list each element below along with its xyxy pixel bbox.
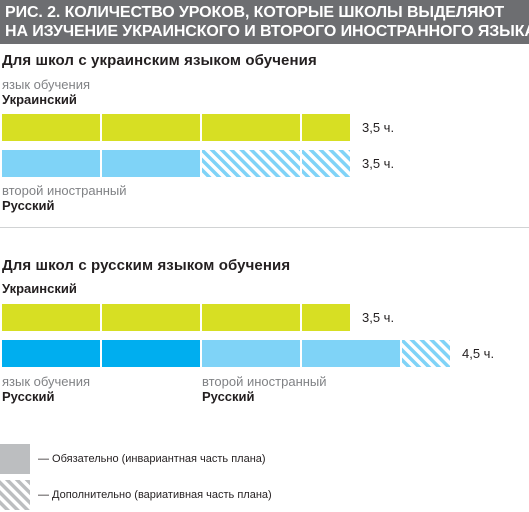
figure-title-line-1: РИС. 2. КОЛИЧЕСТВО УРОКОВ, КОТОРЫЕ ШКОЛЫ… [5,4,505,21]
panel-1-title: Для школ с украинским языком обучения [2,52,317,69]
bar-segment-p1-r1-s2 [102,114,200,141]
bar-segment-p1-r2-s4 [302,150,350,177]
panel-1-row-1-label: Украинский [2,92,77,107]
bar-segment-p2-r1-s1 [2,304,100,331]
panel-1-row-1-value-label: 3,5 ч. [362,120,395,135]
panel-divider [0,227,529,228]
panel-2-row-1-value-label: 3,5 ч. [362,310,395,325]
legend-swatch-mandatory [0,444,30,474]
panel-2-sublabel-1-bottom: Русский [2,389,55,404]
bar-segment-p1-r2-s1 [2,150,100,177]
bar-segment-p2-r2-s3 [202,340,300,367]
bar-segment-p1-r1-s4 [302,114,350,141]
panel-1-row-2-postlabel: второй иностранный [2,183,127,198]
bar-segment-p1-r1-s1 [2,114,100,141]
legend-label-additional: — Дополнительно (вариативная часть плана… [38,489,272,501]
panel-2-title: Для школ с русским языком обучения [2,257,291,274]
bar-segment-p2-r1-s2 [102,304,200,331]
figure-header [0,0,529,44]
panel-2-sublabel-2-top: второй иностранный [202,374,327,389]
panel-2-row-1-label: Украинский [2,281,77,296]
bar-segment-p2-r1-s4 [302,304,350,331]
panel-1-row-1-prelabel: язык обучения [2,77,91,92]
bar-segment-p2-r2-s2 [102,340,200,367]
bar-segment-p2-r1-s3 [202,304,300,331]
panel-2-row-2-value-label: 4,5 ч. [462,346,495,361]
figure-title-line-2: НА ИЗУЧЕНИЕ УКРАИНСКОГО И ВТОРОГО ИНОСТР… [5,23,529,40]
panel-2-sublabel-1-top: язык обучения [2,374,91,389]
bar-segment-p2-r2-s4 [302,340,400,367]
bar-segment-p1-r2-s2 [102,150,200,177]
legend-swatch-additional [0,480,30,510]
panel-1-row-2-value-label: 3,5 ч. [362,156,395,171]
panel-1-row-2-label: Русский [2,198,55,213]
panel-2-sublabel-2-bottom: Русский [202,389,255,404]
bar-segment-p2-r2-s5 [402,340,450,367]
bar-segment-p1-r2-s3 [202,150,300,177]
legend-label-mandatory: — Обязательно (инвариантная часть плана) [38,453,266,465]
bar-segment-p1-r1-s3 [202,114,300,141]
bar-segment-p2-r2-s1 [2,340,100,367]
